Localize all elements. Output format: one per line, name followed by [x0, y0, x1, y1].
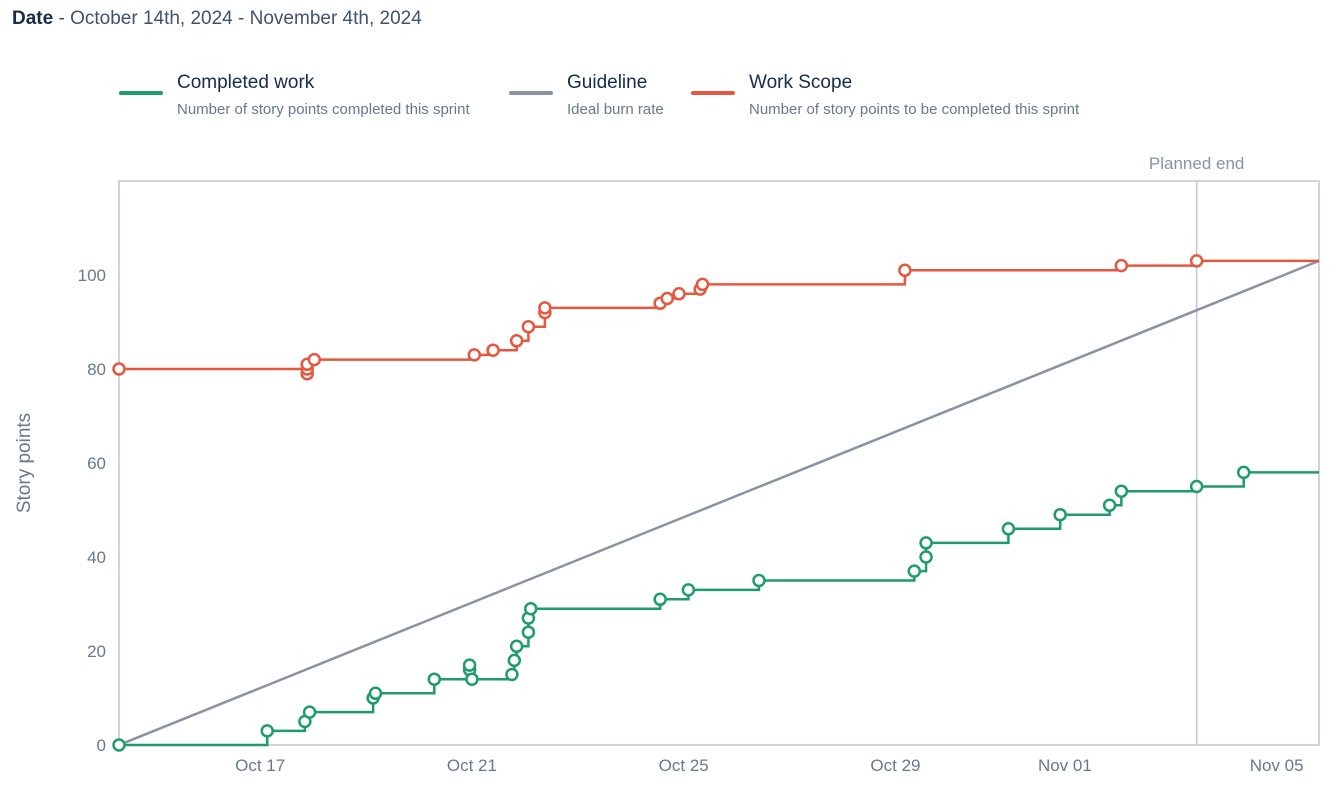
completed-work-point[interactable]	[1001, 522, 1016, 536]
completed-work-point[interactable]	[260, 724, 274, 738]
plot-frame	[118, 180, 1320, 746]
y-axis-label: Story points	[14, 413, 35, 513]
completed-work-point[interactable]	[1102, 498, 1117, 513]
completed-work-point[interactable]	[368, 686, 383, 701]
legend-swatch-completed	[119, 91, 163, 95]
work-scope-point[interactable]	[486, 343, 500, 357]
completed-work-point[interactable]	[653, 592, 667, 607]
legend-swatch-guideline	[509, 91, 553, 95]
completed-work-point[interactable]	[919, 536, 933, 550]
work-scope-point[interactable]	[898, 263, 912, 278]
legend-swatch-scope	[691, 91, 735, 95]
legend-desc-scope: Number of story points to be completed t…	[749, 101, 1080, 118]
legend-name-completed: Completed work	[177, 72, 315, 93]
y-tick-label: 80	[87, 360, 106, 379]
x-tick-label: Oct 25	[659, 756, 709, 775]
date-separator: -	[53, 8, 71, 29]
completed-work-point[interactable]	[1236, 465, 1251, 480]
y-tick-label: 60	[87, 454, 106, 473]
work-scope-point[interactable]	[538, 301, 552, 315]
completed-work-point[interactable]	[507, 653, 522, 668]
work-scope-point[interactable]	[660, 291, 674, 306]
y-tick-label: 40	[87, 548, 106, 567]
work-scope-point[interactable]	[695, 277, 710, 292]
work-scope-point[interactable]	[307, 352, 322, 367]
date-label: Date	[12, 8, 54, 29]
work-scope-point[interactable]	[1114, 258, 1129, 273]
planned-end-label: Planned end	[1149, 154, 1244, 173]
completed-work-point[interactable]	[112, 738, 126, 752]
completed-work-line	[119, 471, 1319, 747]
completed-work-point[interactable]	[524, 601, 538, 616]
completed-work-point[interactable]	[462, 658, 477, 672]
completed-work-point[interactable]	[509, 639, 524, 654]
completed-work-point[interactable]	[427, 672, 442, 686]
date-range-header: Date - October 14th, 2024 - November 4th…	[12, 8, 422, 30]
y-tick-label: 0	[97, 736, 106, 755]
completed-work-point[interactable]	[505, 667, 519, 682]
completed-work-point[interactable]	[521, 625, 536, 639]
y-tick-label: 100	[78, 266, 106, 285]
series-layer	[112, 254, 1319, 752]
y-tick-label: 20	[87, 642, 106, 661]
work-scope-point[interactable]	[1189, 254, 1204, 268]
x-tick-label: Oct 21	[447, 756, 497, 775]
work-scope-point[interactable]	[521, 319, 536, 334]
completed-work-point[interactable]	[465, 672, 479, 686]
date-range-value: October 14th, 2024 - November 4th, 2024	[70, 8, 422, 29]
legend-name-guideline: Guideline	[567, 72, 648, 93]
completed-work-point[interactable]	[302, 705, 317, 719]
x-tick-label: Oct 29	[870, 756, 920, 775]
completed-work-point[interactable]	[681, 583, 696, 597]
x-tick-label: Oct 17	[235, 756, 285, 775]
x-tick-label: Nov 01	[1038, 756, 1092, 775]
work-scope-point[interactable]	[509, 334, 524, 348]
work-scope-point[interactable]	[112, 362, 126, 376]
completed-work-point[interactable]	[1189, 479, 1204, 494]
completed-work-point[interactable]	[752, 573, 766, 588]
work-scope-line	[119, 259, 1319, 374]
completed-work-point[interactable]	[1114, 484, 1129, 498]
completed-work-point[interactable]	[919, 550, 933, 564]
y-axis: 0 20 40 60 80 100	[78, 266, 106, 755]
work-scope-point[interactable]	[467, 348, 482, 362]
completed-work-point[interactable]	[907, 564, 922, 578]
legend-desc-completed: Number of story points completed this sp…	[177, 101, 470, 118]
work-scope-point[interactable]	[672, 287, 686, 301]
completed-work-point[interactable]	[1053, 507, 1067, 522]
x-axis: Oct 17 Oct 21 Oct 25 Oct 29 Nov 01 Nov 05	[235, 756, 1303, 775]
x-tick-label: Nov 05	[1250, 756, 1304, 775]
legend-name-scope: Work Scope	[749, 72, 853, 93]
legend-desc-guideline: Ideal burn rate	[567, 101, 664, 118]
guideline-line	[118, 259, 1320, 747]
